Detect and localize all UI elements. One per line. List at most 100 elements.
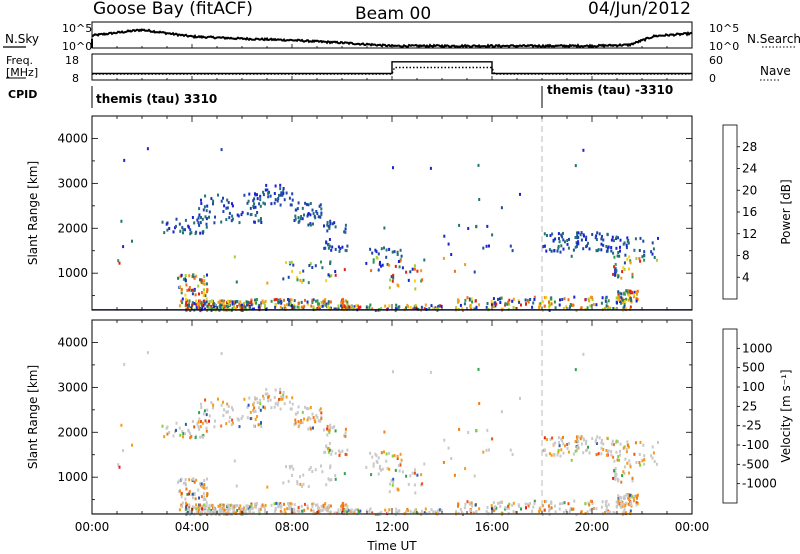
range-gate-cell <box>222 196 224 200</box>
range-gate-cell <box>213 425 216 429</box>
range-gate-cell <box>437 509 439 513</box>
range-gate-cell <box>303 417 305 421</box>
range-gate-cell <box>207 507 210 510</box>
range-gate-cell <box>309 427 312 431</box>
range-gate-cell <box>558 444 561 448</box>
range-gate-cell <box>264 510 266 514</box>
range-gate-cell <box>326 433 329 437</box>
velocity-scatter-cells <box>92 351 692 517</box>
range-gate-cell <box>626 494 629 498</box>
range-gate-cell <box>254 213 257 217</box>
range-gate-cell <box>310 304 313 308</box>
range-gate-cell <box>558 441 560 444</box>
range-gate-cell <box>390 479 393 483</box>
range-gate-cell <box>566 443 569 446</box>
range-gate-cell <box>368 509 371 513</box>
range-gate-cell <box>557 246 560 250</box>
range-gate-cell <box>582 148 585 152</box>
range-gate-cell <box>308 468 311 471</box>
range-gate-cell <box>657 440 659 444</box>
range-gate-cell <box>455 306 458 310</box>
range-gate-cell <box>635 461 638 464</box>
range-gate-cell <box>301 206 304 210</box>
range-gate-cell <box>615 296 618 300</box>
range-gate-cell <box>524 298 527 302</box>
range-gate-cell <box>333 307 336 311</box>
range-gate-cell <box>560 448 563 452</box>
range-gate-cell <box>259 408 262 412</box>
range-gate-cell <box>327 305 330 309</box>
range-gate-cell <box>344 248 347 252</box>
range-gate-cell <box>307 407 310 411</box>
range-gate-cell <box>533 298 536 301</box>
range-gate-cell <box>545 249 548 253</box>
range-gate-cell <box>429 166 432 170</box>
range-gate-cell <box>293 305 296 309</box>
range-gate-cell <box>562 231 564 235</box>
range-gate-cell <box>223 508 226 512</box>
range-gate-cell <box>375 250 378 254</box>
range-gate-cell <box>562 435 564 439</box>
range-gate-cell <box>329 504 332 508</box>
range-gate-cell <box>421 278 424 282</box>
range-gate-cell <box>292 263 295 267</box>
range-gate-cell <box>265 183 268 187</box>
range-gate-cell <box>326 424 329 428</box>
range-gate-cell <box>344 223 347 227</box>
range-gate-cell <box>253 220 256 224</box>
freq-tick-hi: 18 <box>65 54 79 67</box>
range-gate-cell <box>259 398 262 402</box>
range-gate-cell <box>429 370 432 374</box>
range-gate-cell <box>227 510 230 514</box>
range-gate-cell <box>282 481 285 485</box>
range-gate-cell <box>296 482 299 486</box>
range-gate-cell <box>191 288 194 292</box>
range-gate-cell <box>312 305 315 309</box>
range-gate-cell <box>543 448 546 452</box>
range-gate-cell <box>197 216 200 220</box>
range-gate-cell <box>205 429 208 433</box>
range-gate-cell <box>277 505 280 508</box>
range-gate-cell <box>253 401 256 405</box>
range-gate-cell <box>475 305 478 309</box>
range-gate-cell <box>620 480 623 484</box>
range-gate-cell <box>627 445 630 449</box>
range-gate-cell <box>556 249 559 253</box>
noise-tick-hi-right: 10^5 <box>709 22 739 35</box>
range-gate-cell <box>385 452 388 456</box>
range-gate-cell <box>625 450 628 454</box>
range-gate-cell <box>120 219 123 223</box>
range-gate-cell <box>595 438 598 442</box>
range-gate-cell <box>558 507 561 511</box>
range-gate-cell <box>606 232 609 236</box>
range-gate-cell <box>180 287 183 291</box>
range-gate-cell <box>283 402 286 406</box>
range-gate-cell <box>267 195 270 199</box>
range-gate-cell <box>301 305 304 309</box>
beam-title: Beam 00 <box>355 4 431 24</box>
range-gate-cell <box>307 203 310 207</box>
range-gate-cell <box>595 238 598 241</box>
range-gate-cell <box>617 497 620 500</box>
range-gate-cell <box>605 508 608 512</box>
range-gate-cell <box>385 255 388 259</box>
range-gate-cell <box>298 219 301 223</box>
range-gate-cell <box>550 453 553 457</box>
range-gate-cell <box>342 303 345 307</box>
range-gate-cell <box>653 460 656 463</box>
range-gate-cell <box>541 504 544 508</box>
range-gate-cell <box>234 300 236 304</box>
range-gate-cell <box>184 278 187 282</box>
range-gate-cell <box>258 507 261 511</box>
range-gate-cell <box>246 303 248 307</box>
range-gate-cell <box>274 507 277 511</box>
range-gate-cell <box>635 257 638 260</box>
range-gate-cell <box>388 263 391 267</box>
range-gate-cell <box>293 507 296 511</box>
range-gate-cell <box>632 293 635 297</box>
range-gate-cell <box>212 199 215 203</box>
range-gate-cell <box>580 231 583 235</box>
range-gate-cell <box>546 438 548 441</box>
range-gate-cell <box>161 220 164 224</box>
range-gate-cell <box>198 417 201 421</box>
